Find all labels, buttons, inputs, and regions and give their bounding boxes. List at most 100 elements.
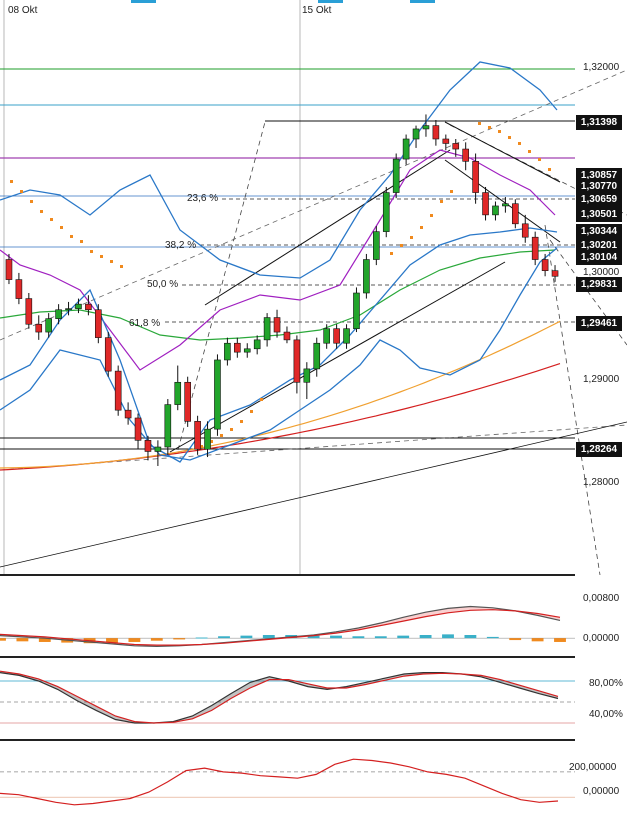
ma-orange: [0, 320, 561, 469]
bollinger-lower: [0, 247, 558, 461]
candle-body-39: [392, 158, 400, 193]
macd-hist-bar-17: [374, 636, 387, 639]
candle-body-28: [283, 331, 291, 341]
price-tick-2: 1,30000: [583, 267, 620, 278]
candle-body-8: [85, 303, 92, 311]
candle-body-10: [104, 337, 112, 372]
candle-body-37: [373, 231, 380, 260]
stoch-tick-1: 80,00%: [589, 678, 623, 689]
channel-upper: [204, 149, 451, 306]
candle-body-50: [502, 203, 509, 207]
macd-tick-2: 0,00000: [583, 633, 620, 644]
ma-red: [0, 363, 561, 471]
psar-dot-7: [80, 240, 83, 243]
candle-body-29: [293, 339, 301, 383]
candle-body-22: [224, 342, 231, 361]
price-tag-9[interactable]: 1,29831: [576, 277, 622, 292]
psar-dot-20: [400, 244, 403, 247]
psar-dot-33: [548, 168, 551, 171]
macd-hist-bar-8: [173, 638, 186, 640]
macd-hist-bar-10: [218, 636, 230, 639]
price-tag-7[interactable]: 1,30201: [576, 238, 622, 253]
price-tag-8[interactable]: 1,30104: [576, 250, 622, 265]
price-tick-1: 1,32000: [583, 62, 620, 73]
psar-dot-18: [260, 398, 263, 401]
macd-hist-bar-18: [397, 635, 410, 639]
macd-hist-bar-12: [262, 635, 275, 639]
date-label-1: 08 Okt: [8, 5, 38, 16]
candle-body-47: [472, 161, 479, 193]
macd-hist-bar-5: [106, 638, 118, 643]
macd-hist-bar-24: [531, 638, 544, 642]
price-tag-3[interactable]: 1,30770: [576, 179, 622, 194]
candle-body-17: [174, 381, 182, 405]
price-tag-resistance[interactable]: 1,31398: [576, 115, 622, 130]
candle-body-48: [482, 192, 489, 216]
price-tick-4: 1,28000: [583, 477, 620, 488]
psar-dot-26: [478, 122, 481, 125]
candle-body-23: [234, 342, 241, 353]
price-tag-5[interactable]: 1,30501: [576, 207, 622, 222]
candle-body-1: [15, 279, 23, 299]
macd-hist-bar-9: [195, 637, 208, 639]
psar-dot-22: [420, 226, 423, 229]
candle-body-43: [432, 125, 440, 140]
candle-body-4: [45, 318, 52, 333]
candle-body-13: [134, 417, 142, 441]
price-tag-10[interactable]: 1,29461: [576, 316, 622, 331]
candle-body-15: [154, 446, 162, 452]
psar-dot-30: [518, 142, 521, 145]
candle-body-45: [452, 143, 460, 150]
macd-hist-bar-0: [0, 638, 6, 641]
psar-dot-29: [508, 136, 511, 139]
macd-hist-bar-1: [16, 638, 29, 642]
psar-dot-16: [240, 420, 243, 423]
psar-dot-2: [30, 200, 33, 203]
psar-dot-19: [390, 252, 393, 255]
macd-hist-bar-22: [486, 636, 499, 639]
candle-body-34: [343, 328, 350, 344]
candle-body-54: [541, 259, 549, 271]
price-tag-support[interactable]: 1,28264: [576, 442, 622, 457]
dashed-fib-diag: [177, 121, 266, 451]
macd-signal-line: [0, 609, 561, 646]
psar-dot-10: [110, 260, 113, 263]
channel-lower: [169, 261, 506, 453]
candle-body-27: [273, 317, 281, 333]
psar-dot-15: [230, 428, 233, 431]
candle-body-41: [412, 128, 420, 140]
psar-dot-0: [10, 180, 13, 183]
candle-body-14: [144, 440, 152, 452]
candle-body-3: [35, 323, 43, 333]
psar-dot-24: [440, 200, 443, 203]
psar-dot-31: [528, 150, 531, 153]
psar-dot-3: [40, 210, 43, 213]
macd-hist-bar-25: [554, 638, 566, 642]
price-tag-6[interactable]: 1,30344: [576, 224, 622, 239]
macd-hist-bar-16: [352, 636, 365, 639]
down-channel-lower: [444, 159, 561, 243]
macd-hist-bar-7: [150, 638, 163, 641]
price-tag-4[interactable]: 1,30659: [576, 192, 622, 207]
macd-tick-1: 0,00800: [583, 593, 620, 604]
macd-hist-bar-20: [442, 634, 454, 639]
candle-body-30: [303, 368, 311, 383]
psar-dot-6: [70, 235, 73, 238]
psar-dot-27: [488, 126, 491, 129]
macd-hist-bar-11: [240, 635, 253, 639]
candle-body-0: [5, 259, 13, 280]
macd-hist-bar-15: [330, 635, 342, 639]
panel-separator-2: [0, 656, 575, 658]
fib-label-618: 61,8 %: [129, 318, 161, 329]
price-tick-3: 1,29000: [583, 374, 620, 385]
psar-dot-21: [410, 236, 413, 239]
cci-tick-2: 0,00000: [583, 786, 620, 797]
psar-dot-25: [450, 190, 453, 193]
psar-dot-13: [210, 440, 213, 443]
candle-body-35: [353, 292, 360, 330]
dashed-trend-2: [0, 424, 627, 471]
date-label-2: 15 Okt: [302, 5, 332, 16]
candle-body-42: [422, 125, 430, 130]
stoch-d-line: [0, 670, 559, 724]
